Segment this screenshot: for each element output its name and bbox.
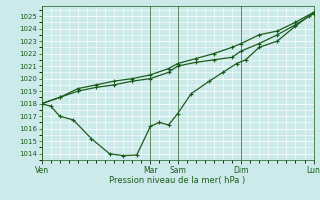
- X-axis label: Pression niveau de la mer( hPa ): Pression niveau de la mer( hPa ): [109, 176, 246, 185]
